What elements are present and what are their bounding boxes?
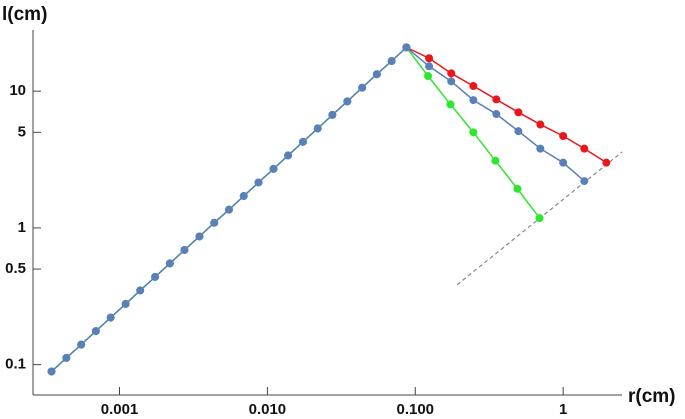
- y-tick-label: 5: [18, 123, 26, 140]
- data-point: [447, 69, 456, 78]
- data-point: [447, 77, 456, 86]
- data-point: [514, 108, 523, 117]
- data-point: [469, 96, 478, 105]
- data-point: [491, 156, 500, 165]
- data-point: [492, 110, 501, 119]
- y-tick-label: 1: [18, 219, 26, 236]
- y-tick-label: 10: [9, 82, 26, 99]
- data-point: [77, 340, 86, 349]
- data-point: [62, 353, 71, 362]
- data-point: [210, 218, 219, 227]
- data-point: [372, 70, 381, 79]
- data-point: [513, 184, 522, 193]
- data-point: [402, 43, 411, 52]
- data-point: [313, 124, 322, 133]
- data-point: [106, 313, 115, 322]
- data-point: [514, 127, 523, 136]
- data-point: [269, 164, 278, 173]
- data-point: [559, 131, 568, 140]
- data-point: [91, 327, 100, 336]
- data-point: [224, 205, 233, 214]
- data-point: [425, 62, 434, 71]
- data-point: [469, 82, 478, 91]
- data-point: [492, 95, 501, 104]
- data-point: [580, 177, 589, 186]
- data-point: [165, 259, 174, 268]
- data-point: [446, 100, 455, 109]
- y-axis-label: l(cm): [2, 4, 47, 25]
- x-tick-label: 0.001: [101, 401, 139, 418]
- data-point: [536, 120, 545, 129]
- series-line: [51, 46, 585, 373]
- x-axis-label: r(cm): [628, 386, 676, 407]
- data-point: [602, 158, 611, 167]
- data-point: [121, 299, 130, 308]
- series-line: [406, 46, 607, 164]
- data-point: [580, 144, 589, 153]
- x-tick-label: 1: [559, 401, 567, 418]
- data-point: [425, 54, 434, 63]
- data-point: [424, 72, 433, 81]
- y-tick-label: 0.5: [5, 260, 26, 277]
- data-point: [151, 272, 160, 281]
- data-point: [535, 214, 544, 223]
- data-point: [559, 158, 568, 167]
- data-point: [239, 192, 248, 201]
- data-point: [536, 144, 545, 153]
- data-point: [358, 83, 367, 92]
- data-point: [328, 110, 337, 119]
- x-tick-label: 0.010: [249, 401, 287, 418]
- x-tick-label: 0.100: [396, 401, 434, 418]
- data-point: [136, 286, 145, 295]
- data-point: [469, 128, 478, 137]
- data-point: [47, 367, 56, 376]
- data-point: [195, 232, 204, 241]
- data-point: [180, 245, 189, 254]
- y-tick-label: 0.1: [5, 356, 26, 373]
- data-point: [254, 178, 263, 187]
- data-point: [298, 137, 307, 146]
- data-point: [284, 151, 293, 160]
- data-point: [343, 97, 352, 106]
- series-line: [51, 46, 541, 373]
- data-point: [387, 57, 396, 66]
